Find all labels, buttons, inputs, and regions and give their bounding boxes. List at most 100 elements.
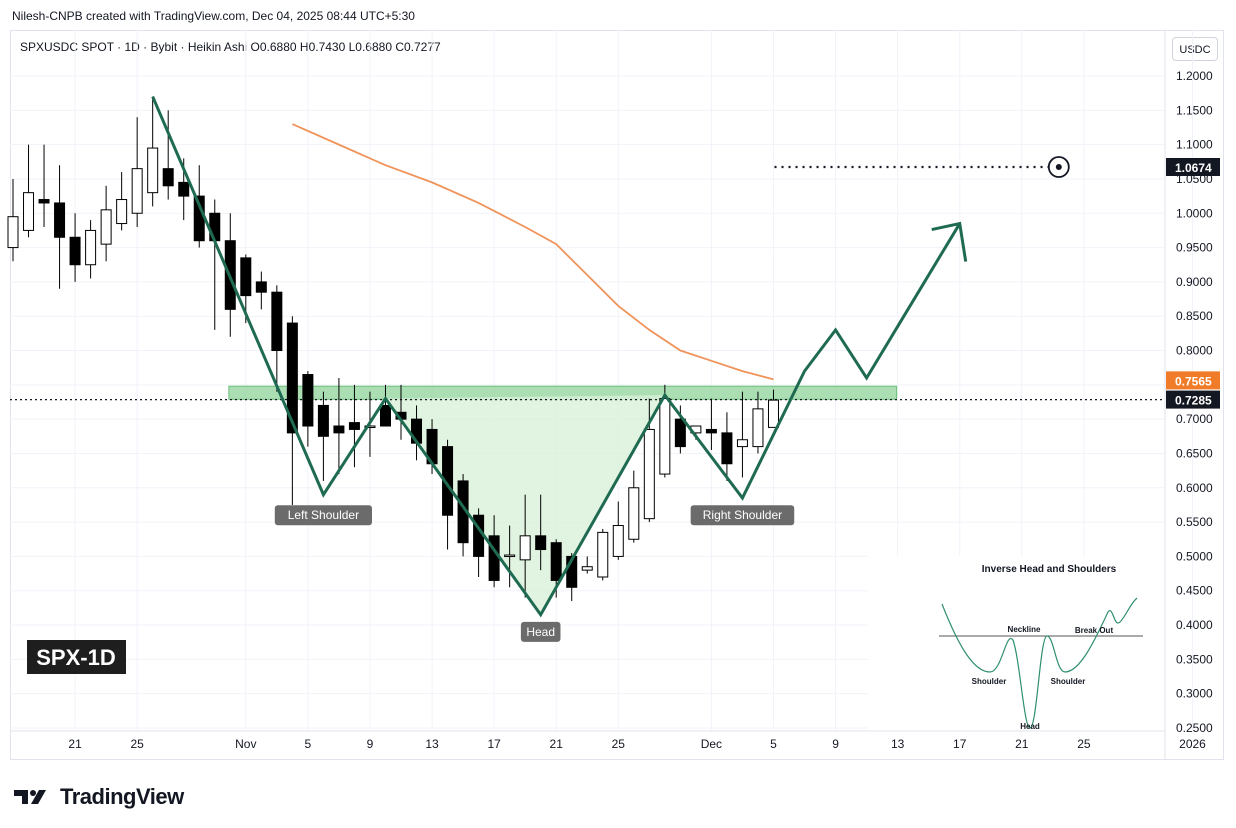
candle-body (69, 236, 81, 266)
inset-label-left_shoulder: Shoulder (972, 677, 1007, 686)
currency-button[interactable]: USDC (1172, 37, 1218, 61)
pattern-label: Left Shoulder (288, 508, 359, 522)
pattern-label: Head (526, 625, 555, 639)
candle-body (581, 566, 593, 571)
ohlc-values: O0.6880 H0.7430 L0.6880 C0.7277 (251, 40, 441, 54)
candle-body (767, 399, 779, 428)
pattern-label-bg (690, 505, 795, 526)
candle-body (674, 418, 686, 448)
inset-label-breakout: Break Out (1075, 626, 1114, 635)
tradingview-brand: TradingView (60, 784, 184, 809)
inset-curve (941, 597, 1138, 729)
time-tick-label: 5 (770, 737, 777, 751)
candle-body (131, 168, 143, 214)
inset-label-head: Head (1020, 722, 1040, 731)
candle-body (7, 216, 19, 249)
target-price-label: 1.0674 (1175, 161, 1212, 175)
time-tick-label: 25 (130, 737, 144, 751)
candle-body (286, 322, 298, 434)
candle-body (721, 432, 733, 465)
inset-title: Inverse Head and Shoulders (982, 564, 1117, 575)
tradingview-logo-icon (14, 790, 46, 804)
inset-background (868, 556, 1168, 731)
last-price-label: 0.7285 (1175, 394, 1212, 408)
last-price-tag (1166, 390, 1220, 409)
price-tick-label: 0.2500 (1176, 721, 1213, 735)
price-tick-label: 0.4500 (1176, 584, 1213, 598)
tradingview-logo[interactable]: TradingView (14, 784, 184, 810)
price-tick-label: 0.3500 (1176, 652, 1213, 666)
time-tick-label: 25 (612, 737, 626, 751)
candle-body (364, 425, 376, 429)
candle-body (271, 291, 283, 352)
candle-body (519, 535, 531, 561)
price-tick-label: 0.6500 (1176, 446, 1213, 460)
watermark-bg (27, 640, 126, 674)
price-tick-label: 0.5500 (1176, 515, 1213, 529)
price-tick-label: 1.0000 (1176, 206, 1213, 220)
symbol-legend[interactable]: SPXUSDC SPOT · 1D · Bybit · Heikin Ashi … (20, 40, 441, 54)
symbol-legend-text: SPXUSDC SPOT · 1D · Bybit · Heikin Ashi (20, 40, 248, 54)
candle-body (566, 555, 578, 588)
candle-body (752, 408, 764, 448)
sma-line (291, 123, 774, 381)
price-tick-label: 0.5000 (1176, 549, 1213, 563)
pattern-path (151, 95, 962, 618)
candle-body (147, 147, 159, 194)
ohlc-c: C0.7277 (392, 40, 441, 54)
price-tick-label: 0.8500 (1176, 309, 1213, 323)
time-tick-label: 9 (367, 737, 374, 751)
time-tick-label: Nov (235, 737, 256, 751)
pattern-arrow-head (931, 221, 968, 262)
sma-price-tag (1166, 371, 1220, 390)
candle-body (23, 192, 35, 231)
target-price-tag (1166, 158, 1220, 177)
price-tick-label: 1.1500 (1176, 103, 1213, 117)
candle-body (333, 425, 345, 434)
candle-body (100, 209, 112, 245)
price-axis: 1.20001.15001.10001.05001.00000.95000.90… (1176, 69, 1213, 735)
inset-diagram: Inverse Head and Shoulders Neckline Break … (939, 564, 1143, 731)
time-tick-label: 2026 (1179, 737, 1206, 751)
pattern-label: Right Shoulder (703, 508, 782, 522)
price-tick-label: 1.2000 (1176, 69, 1213, 83)
time-tick-label: 21 (550, 737, 564, 751)
time-tick-label: 25 (1077, 737, 1091, 751)
price-tick-label: 0.8000 (1176, 344, 1213, 358)
chart-attribution: Nilesh-CNPB created with TradingView.com… (12, 9, 415, 23)
time-tick-label: 21 (1015, 737, 1029, 751)
candle-body (348, 422, 360, 430)
inset-label-right_shoulder: Shoulder (1051, 677, 1086, 686)
candle-body (612, 525, 624, 557)
inset-label-neckline: Neckline (1008, 625, 1041, 634)
target-circle-dot (1055, 164, 1062, 171)
candle-body (442, 446, 454, 516)
candle-body (705, 428, 717, 434)
time-tick-label: 5 (305, 737, 312, 751)
chart-frame (10, 30, 1224, 760)
ohlc-h: H0.7430 (296, 40, 346, 54)
candle-body (628, 487, 640, 540)
candle-body (535, 535, 547, 551)
candle-body (54, 202, 66, 238)
candle-body (504, 554, 516, 558)
candle-body (162, 168, 174, 187)
price-tick-label: 1.1000 (1176, 138, 1213, 152)
time-tick-label: 21 (68, 737, 82, 751)
candle-body (317, 404, 329, 437)
sma-price-label: 0.7565 (1175, 374, 1212, 388)
candle-body (116, 199, 128, 225)
candle-body (550, 542, 562, 581)
candles (7, 96, 779, 602)
time-axis: 21 25 Nov 5 9 13 17 21 25 Dec 5 9 13 17 21 25 2026 (68, 737, 1206, 751)
candle-body (178, 181, 190, 197)
time-tick-label: 13 (891, 737, 905, 751)
time-tick-label: Dec (701, 737, 722, 751)
price-tick-label: 0.4000 (1176, 618, 1213, 632)
candle-body (240, 257, 252, 297)
price-tick-label: 0.7000 (1176, 412, 1213, 426)
time-tick-label: 9 (832, 737, 839, 751)
time-tick-label: 17 (953, 737, 967, 751)
watermark-label: SPX-1D (36, 645, 115, 670)
